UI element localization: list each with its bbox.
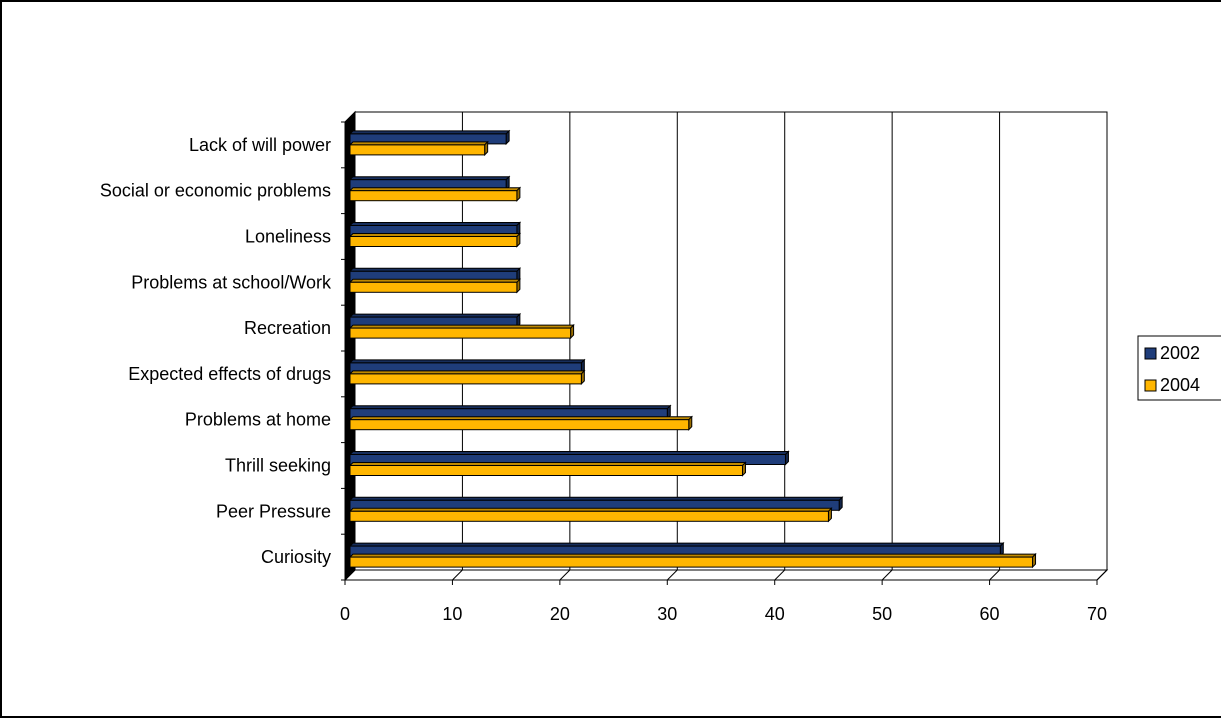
category-label: Problems at school/Work (131, 272, 332, 292)
bar-2004 (348, 140, 489, 157)
category-label: Thrill seeking (225, 456, 331, 476)
category-label: Recreation (244, 318, 331, 338)
category-label: Loneliness (245, 227, 331, 247)
category-label: Expected effects of drugs (128, 364, 331, 384)
gridline-floor (881, 569, 893, 581)
bar-2004 (348, 507, 833, 523)
legend-label: 2004 (1160, 375, 1200, 395)
category-label: Peer Pressure (216, 501, 331, 521)
x-tick-labels: 0 10 20 30 40 50 60 70 (340, 604, 1107, 624)
x-tick-label: 70 (1087, 604, 1107, 624)
bar-2004 (348, 461, 747, 477)
bar-2004 (348, 278, 522, 294)
bar-2002 (348, 404, 672, 420)
bar-front (349, 144, 486, 156)
gridline-floor (452, 569, 463, 581)
legend-label: 2002 (1160, 343, 1200, 363)
bar-front (349, 556, 1034, 568)
gridlines (452, 112, 1108, 581)
bar-front (349, 373, 582, 385)
gridline-floor (559, 569, 571, 581)
x-axis-edge (1096, 569, 1108, 581)
floor (343, 569, 1109, 581)
bar-2002 (348, 496, 844, 512)
bar-2004 (348, 323, 575, 340)
bar-2002 (348, 267, 522, 283)
bar-2004 (348, 369, 586, 386)
axes (341, 121, 1108, 585)
bar-front (349, 236, 518, 247)
bar-front (349, 510, 829, 522)
legend-swatch (1144, 379, 1157, 392)
bar-front (349, 281, 518, 293)
bar-front (349, 419, 690, 431)
x-tick-label: 30 (657, 604, 677, 624)
category-label: Problems at home (185, 410, 331, 430)
x-tick-label: 20 (550, 604, 570, 624)
legend-swatch (1144, 347, 1157, 360)
category-labels: Curiosity Peer Pressure Thrill seeking Prob… (100, 135, 332, 567)
x-tick-label: 40 (765, 604, 785, 624)
x-tick-label: 10 (442, 604, 462, 624)
gridline-floor (989, 569, 1000, 581)
bars (348, 129, 1037, 569)
bar-front (349, 327, 572, 339)
bar-front (349, 465, 743, 476)
bar-2002 (348, 312, 522, 329)
gridline-floor (666, 569, 678, 581)
bar-front (349, 190, 518, 202)
x-tick-label: 60 (980, 604, 1000, 624)
x-tick-label: 50 (872, 604, 892, 624)
bar-2002 (348, 129, 511, 146)
bar-2004 (348, 552, 1037, 569)
category-label: Curiosity (261, 547, 331, 567)
bar-2004 (348, 232, 522, 248)
x-tick-label: 0 (340, 604, 350, 624)
bar-2004 (348, 186, 522, 202)
bar-2004 (348, 415, 693, 431)
bar-2002 (348, 358, 586, 375)
category-label: Social or economic problems (100, 181, 331, 201)
gridline-floor (774, 569, 786, 581)
legend: 2002 2004 (1137, 335, 1221, 401)
category-label: Lack of will power (189, 135, 331, 155)
